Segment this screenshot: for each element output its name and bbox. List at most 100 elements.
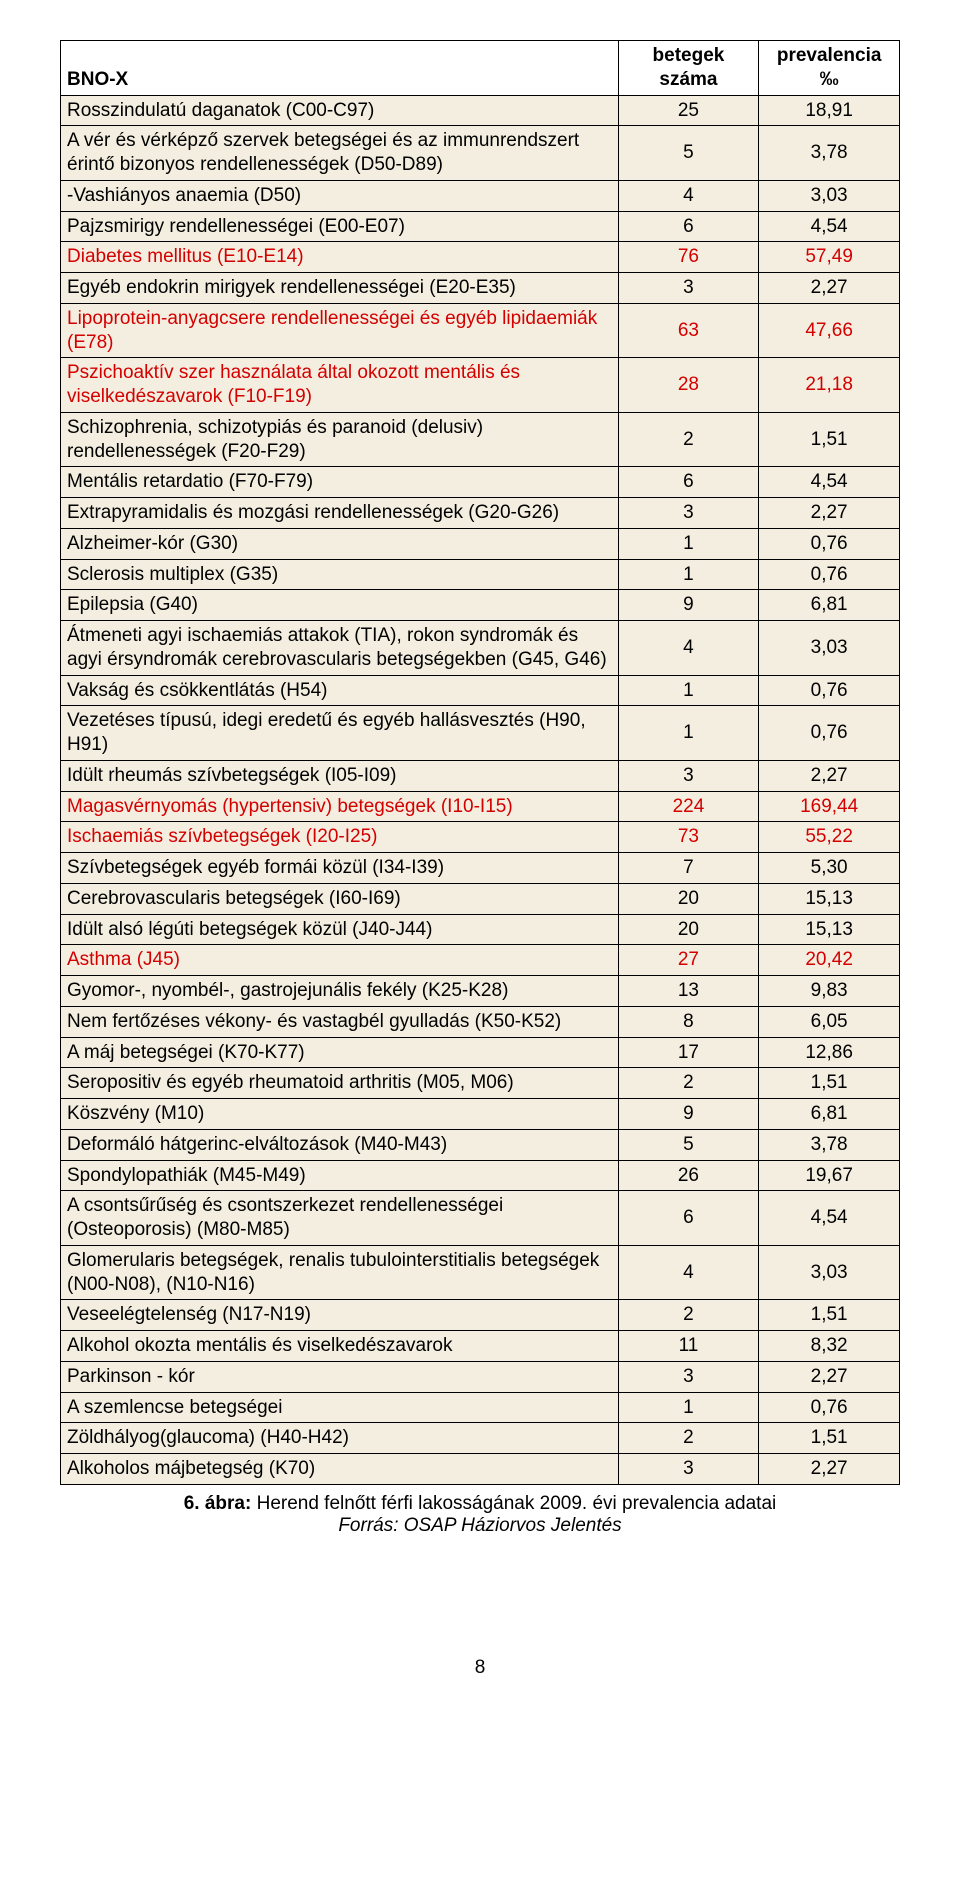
table-row: Asthma (J45)2720,42 — [61, 945, 900, 976]
cell-prev: 20,42 — [759, 945, 900, 976]
table-row: Schizophrenia, schizotypiás és paranoid … — [61, 412, 900, 467]
cell-prev: 6,05 — [759, 1006, 900, 1037]
cell-count: 3 — [618, 1454, 759, 1485]
cell-prev: 57,49 — [759, 242, 900, 273]
table-row: Alkohol okozta mentális és viselkedészav… — [61, 1331, 900, 1362]
table-row: Cerebrovascularis betegségek (I60-I69)20… — [61, 883, 900, 914]
cell-prev: 15,13 — [759, 883, 900, 914]
cell-prev: 18,91 — [759, 95, 900, 126]
table-row: Alzheimer-kór (G30)10,76 — [61, 528, 900, 559]
cell-name: Epilepsia (G40) — [61, 590, 619, 621]
cell-count: 7 — [618, 853, 759, 884]
cell-prev: 2,27 — [759, 760, 900, 791]
cell-name: Vezetéses típusú, idegi eredetű és egyéb… — [61, 706, 619, 761]
table-row: Epilepsia (G40)96,81 — [61, 590, 900, 621]
bno-table: BNO-X betegek száma prevalencia ‰ Rosszi… — [60, 40, 900, 1485]
cell-count: 3 — [618, 273, 759, 304]
table-row: Alkoholos májbetegség (K70)32,27 — [61, 1454, 900, 1485]
cell-name: Köszvény (M10) — [61, 1099, 619, 1130]
cell-count: 76 — [618, 242, 759, 273]
cell-prev: 0,76 — [759, 675, 900, 706]
header-prev: prevalencia ‰ — [759, 41, 900, 96]
cell-count: 9 — [618, 1099, 759, 1130]
table-row: Rosszindulatú daganatok (C00-C97)2518,91 — [61, 95, 900, 126]
cell-name: Cerebrovascularis betegségek (I60-I69) — [61, 883, 619, 914]
table-row: A vér és vérképző szervek betegségei és … — [61, 126, 900, 181]
table-row: Gyomor-, nyombél-, gastrojejunális fekél… — [61, 976, 900, 1007]
cell-count: 6 — [618, 1191, 759, 1246]
caption-bold: 6. ábra: — [184, 1493, 252, 1514]
cell-name: A szemlencse betegségei — [61, 1392, 619, 1423]
cell-name: Extrapyramidalis és mozgási rendelleness… — [61, 498, 619, 529]
cell-name: Seropositiv és egyéb rheumatoid arthriti… — [61, 1068, 619, 1099]
cell-count: 27 — [618, 945, 759, 976]
table-row: Deformáló hátgerinc-elváltozások (M40-M4… — [61, 1129, 900, 1160]
cell-count: 1 — [618, 675, 759, 706]
cell-name: Deformáló hátgerinc-elváltozások (M40-M4… — [61, 1129, 619, 1160]
cell-count: 2 — [618, 1423, 759, 1454]
cell-prev: 0,76 — [759, 1392, 900, 1423]
cell-prev: 19,67 — [759, 1160, 900, 1191]
cell-prev: 55,22 — [759, 822, 900, 853]
table-row: Spondylopathiák (M45-M49)2619,67 — [61, 1160, 900, 1191]
cell-prev: 2,27 — [759, 273, 900, 304]
table-row: Diabetes mellitus (E10-E14)7657,49 — [61, 242, 900, 273]
table-row: Zöldhályog(glaucoma) (H40-H42)21,51 — [61, 1423, 900, 1454]
cell-prev: 4,54 — [759, 1191, 900, 1246]
caption-source: Forrás: OSAP Háziorvos Jelentés — [338, 1515, 621, 1536]
cell-prev: 0,76 — [759, 528, 900, 559]
cell-prev: 1,51 — [759, 1300, 900, 1331]
cell-count: 1 — [618, 559, 759, 590]
table-row: Seropositiv és egyéb rheumatoid arthriti… — [61, 1068, 900, 1099]
caption-title: Herend felnőtt férfi lakosságának 2009. … — [251, 1493, 776, 1514]
cell-count: 63 — [618, 303, 759, 358]
cell-name: -Vashiányos anaemia (D50) — [61, 180, 619, 211]
cell-name: Spondylopathiák (M45-M49) — [61, 1160, 619, 1191]
cell-count: 17 — [618, 1037, 759, 1068]
cell-prev: 2,27 — [759, 498, 900, 529]
cell-name: Asthma (J45) — [61, 945, 619, 976]
cell-name: Schizophrenia, schizotypiás és paranoid … — [61, 412, 619, 467]
header-count: betegek száma — [618, 41, 759, 96]
cell-prev: 4,54 — [759, 211, 900, 242]
cell-count: 1 — [618, 528, 759, 559]
bno-table-body: Rosszindulatú daganatok (C00-C97)2518,91… — [61, 95, 900, 1484]
table-row: Extrapyramidalis és mozgási rendelleness… — [61, 498, 900, 529]
cell-prev: 0,76 — [759, 559, 900, 590]
table-row: Egyéb endokrin mirigyek rendellenességei… — [61, 273, 900, 304]
table-row: Vezetéses típusú, idegi eredetű és egyéb… — [61, 706, 900, 761]
cell-prev: 12,86 — [759, 1037, 900, 1068]
table-row: Glomerularis betegségek, renalis tubuloi… — [61, 1245, 900, 1300]
cell-count: 73 — [618, 822, 759, 853]
cell-name: Rosszindulatú daganatok (C00-C97) — [61, 95, 619, 126]
cell-count: 4 — [618, 180, 759, 211]
cell-name: Alkoholos májbetegség (K70) — [61, 1454, 619, 1485]
cell-count: 20 — [618, 883, 759, 914]
table-row: Mentális retardatio (F70-F79)64,54 — [61, 467, 900, 498]
table-row: Szívbetegségek egyéb formái közül (I34-I… — [61, 853, 900, 884]
figure-caption: 6. ábra: Herend felnőtt férfi lakosságán… — [60, 1493, 900, 1537]
cell-name: Ischaemiás szívbetegségek (I20-I25) — [61, 822, 619, 853]
cell-count: 2 — [618, 1068, 759, 1099]
cell-prev: 169,44 — [759, 791, 900, 822]
table-row: -Vashiányos anaemia (D50)43,03 — [61, 180, 900, 211]
cell-count: 3 — [618, 498, 759, 529]
table-row: Átmeneti agyi ischaemiás attakok (TIA), … — [61, 621, 900, 676]
cell-name: Egyéb endokrin mirigyek rendellenességei… — [61, 273, 619, 304]
cell-count: 3 — [618, 1361, 759, 1392]
cell-name: Gyomor-, nyombél-, gastrojejunális fekél… — [61, 976, 619, 1007]
cell-count: 11 — [618, 1331, 759, 1362]
table-row: Nem fertőzéses vékony- és vastagbél gyul… — [61, 1006, 900, 1037]
cell-prev: 1,51 — [759, 412, 900, 467]
cell-prev: 5,30 — [759, 853, 900, 884]
cell-name: Diabetes mellitus (E10-E14) — [61, 242, 619, 273]
cell-prev: 3,78 — [759, 1129, 900, 1160]
cell-prev: 4,54 — [759, 467, 900, 498]
cell-prev: 3,78 — [759, 126, 900, 181]
cell-name: Alzheimer-kór (G30) — [61, 528, 619, 559]
cell-count: 1 — [618, 1392, 759, 1423]
table-row: A szemlencse betegségei10,76 — [61, 1392, 900, 1423]
cell-count: 6 — [618, 211, 759, 242]
cell-name: Glomerularis betegségek, renalis tubuloi… — [61, 1245, 619, 1300]
cell-count: 20 — [618, 914, 759, 945]
